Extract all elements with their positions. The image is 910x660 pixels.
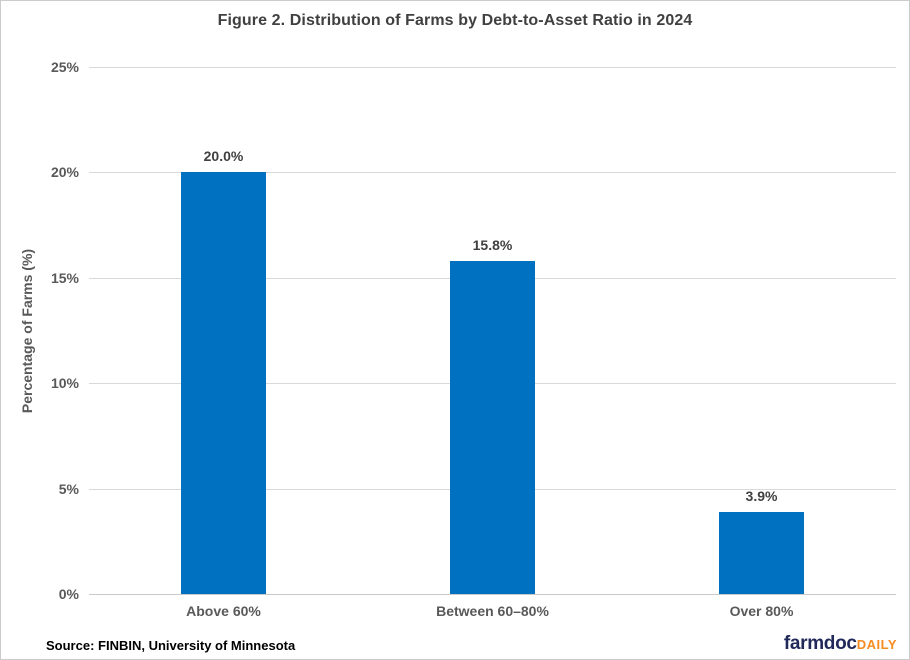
bar-value-label: 15.8% bbox=[472, 237, 513, 254]
bar-value-label: 20.0% bbox=[203, 148, 244, 165]
y-tick-label: 10% bbox=[50, 375, 79, 392]
logo-farmdoc-text: farmdoc bbox=[783, 633, 857, 654]
x-axis-line bbox=[89, 594, 896, 595]
y-tick-label: 0% bbox=[58, 586, 79, 602]
x-category-label: Over 80% bbox=[729, 603, 794, 619]
farmdoc-daily-logo: farmdoc DAILY bbox=[784, 634, 897, 653]
x-category-label: Between 60–80% bbox=[436, 603, 549, 619]
logo-daily-text: DAILY bbox=[856, 637, 897, 652]
bar-value-label: 3.9% bbox=[745, 487, 778, 504]
x-category-label: Above 60% bbox=[186, 603, 261, 619]
y-tick-label: 25% bbox=[50, 59, 79, 75]
gridline bbox=[89, 67, 896, 68]
y-tick-label: 20% bbox=[50, 164, 79, 181]
bar bbox=[719, 511, 804, 594]
bar bbox=[450, 260, 535, 594]
bar bbox=[181, 172, 266, 594]
chart-title: Figure 2. Distribution of Farms by Debt-… bbox=[217, 12, 693, 29]
y-tick-label: 15% bbox=[50, 269, 79, 286]
y-tick-label: 5% bbox=[58, 480, 79, 497]
source-text: Source: FINBIN, University of Minnesota bbox=[46, 638, 296, 653]
gridline bbox=[89, 172, 896, 174]
